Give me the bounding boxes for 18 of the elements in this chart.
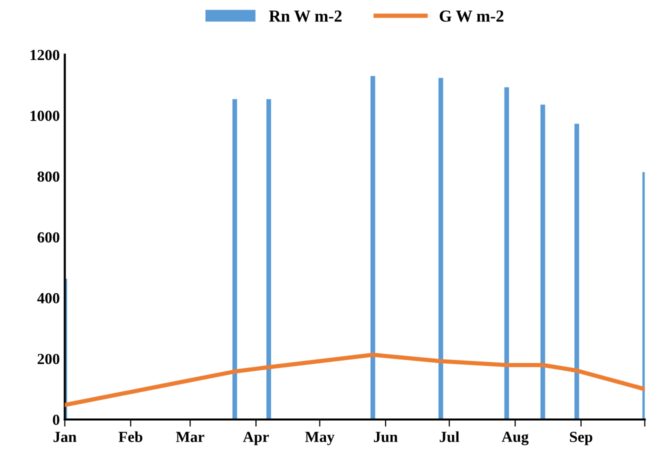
x-tick-label: Aug <box>502 432 529 446</box>
x-tick-label: Jul <box>440 431 460 442</box>
x-tick-label: Jun <box>374 432 398 442</box>
y-tick-label: 200 <box>38 354 60 364</box>
x-tick-label: Sep <box>570 432 592 446</box>
y-tick-label: 0 <box>52 414 60 425</box>
y-tick-label: 400 <box>37 293 60 304</box>
legend-label: Rn W m-2 <box>269 10 342 22</box>
y-tick-label: 600 <box>38 232 60 243</box>
y-tick-label: 1200 <box>30 50 60 60</box>
x-tick-label: May <box>305 432 334 446</box>
x-tick-label: Jan <box>54 432 76 442</box>
y-tick-label: 800 <box>38 171 60 182</box>
y-tick-label: 1000 <box>30 110 60 121</box>
x-tick-label: Feb <box>118 431 142 442</box>
x-tick-label: Apr <box>242 432 269 446</box>
x-tick-label: Mar <box>176 432 204 442</box>
legend-label: G W m-2 <box>440 10 504 22</box>
